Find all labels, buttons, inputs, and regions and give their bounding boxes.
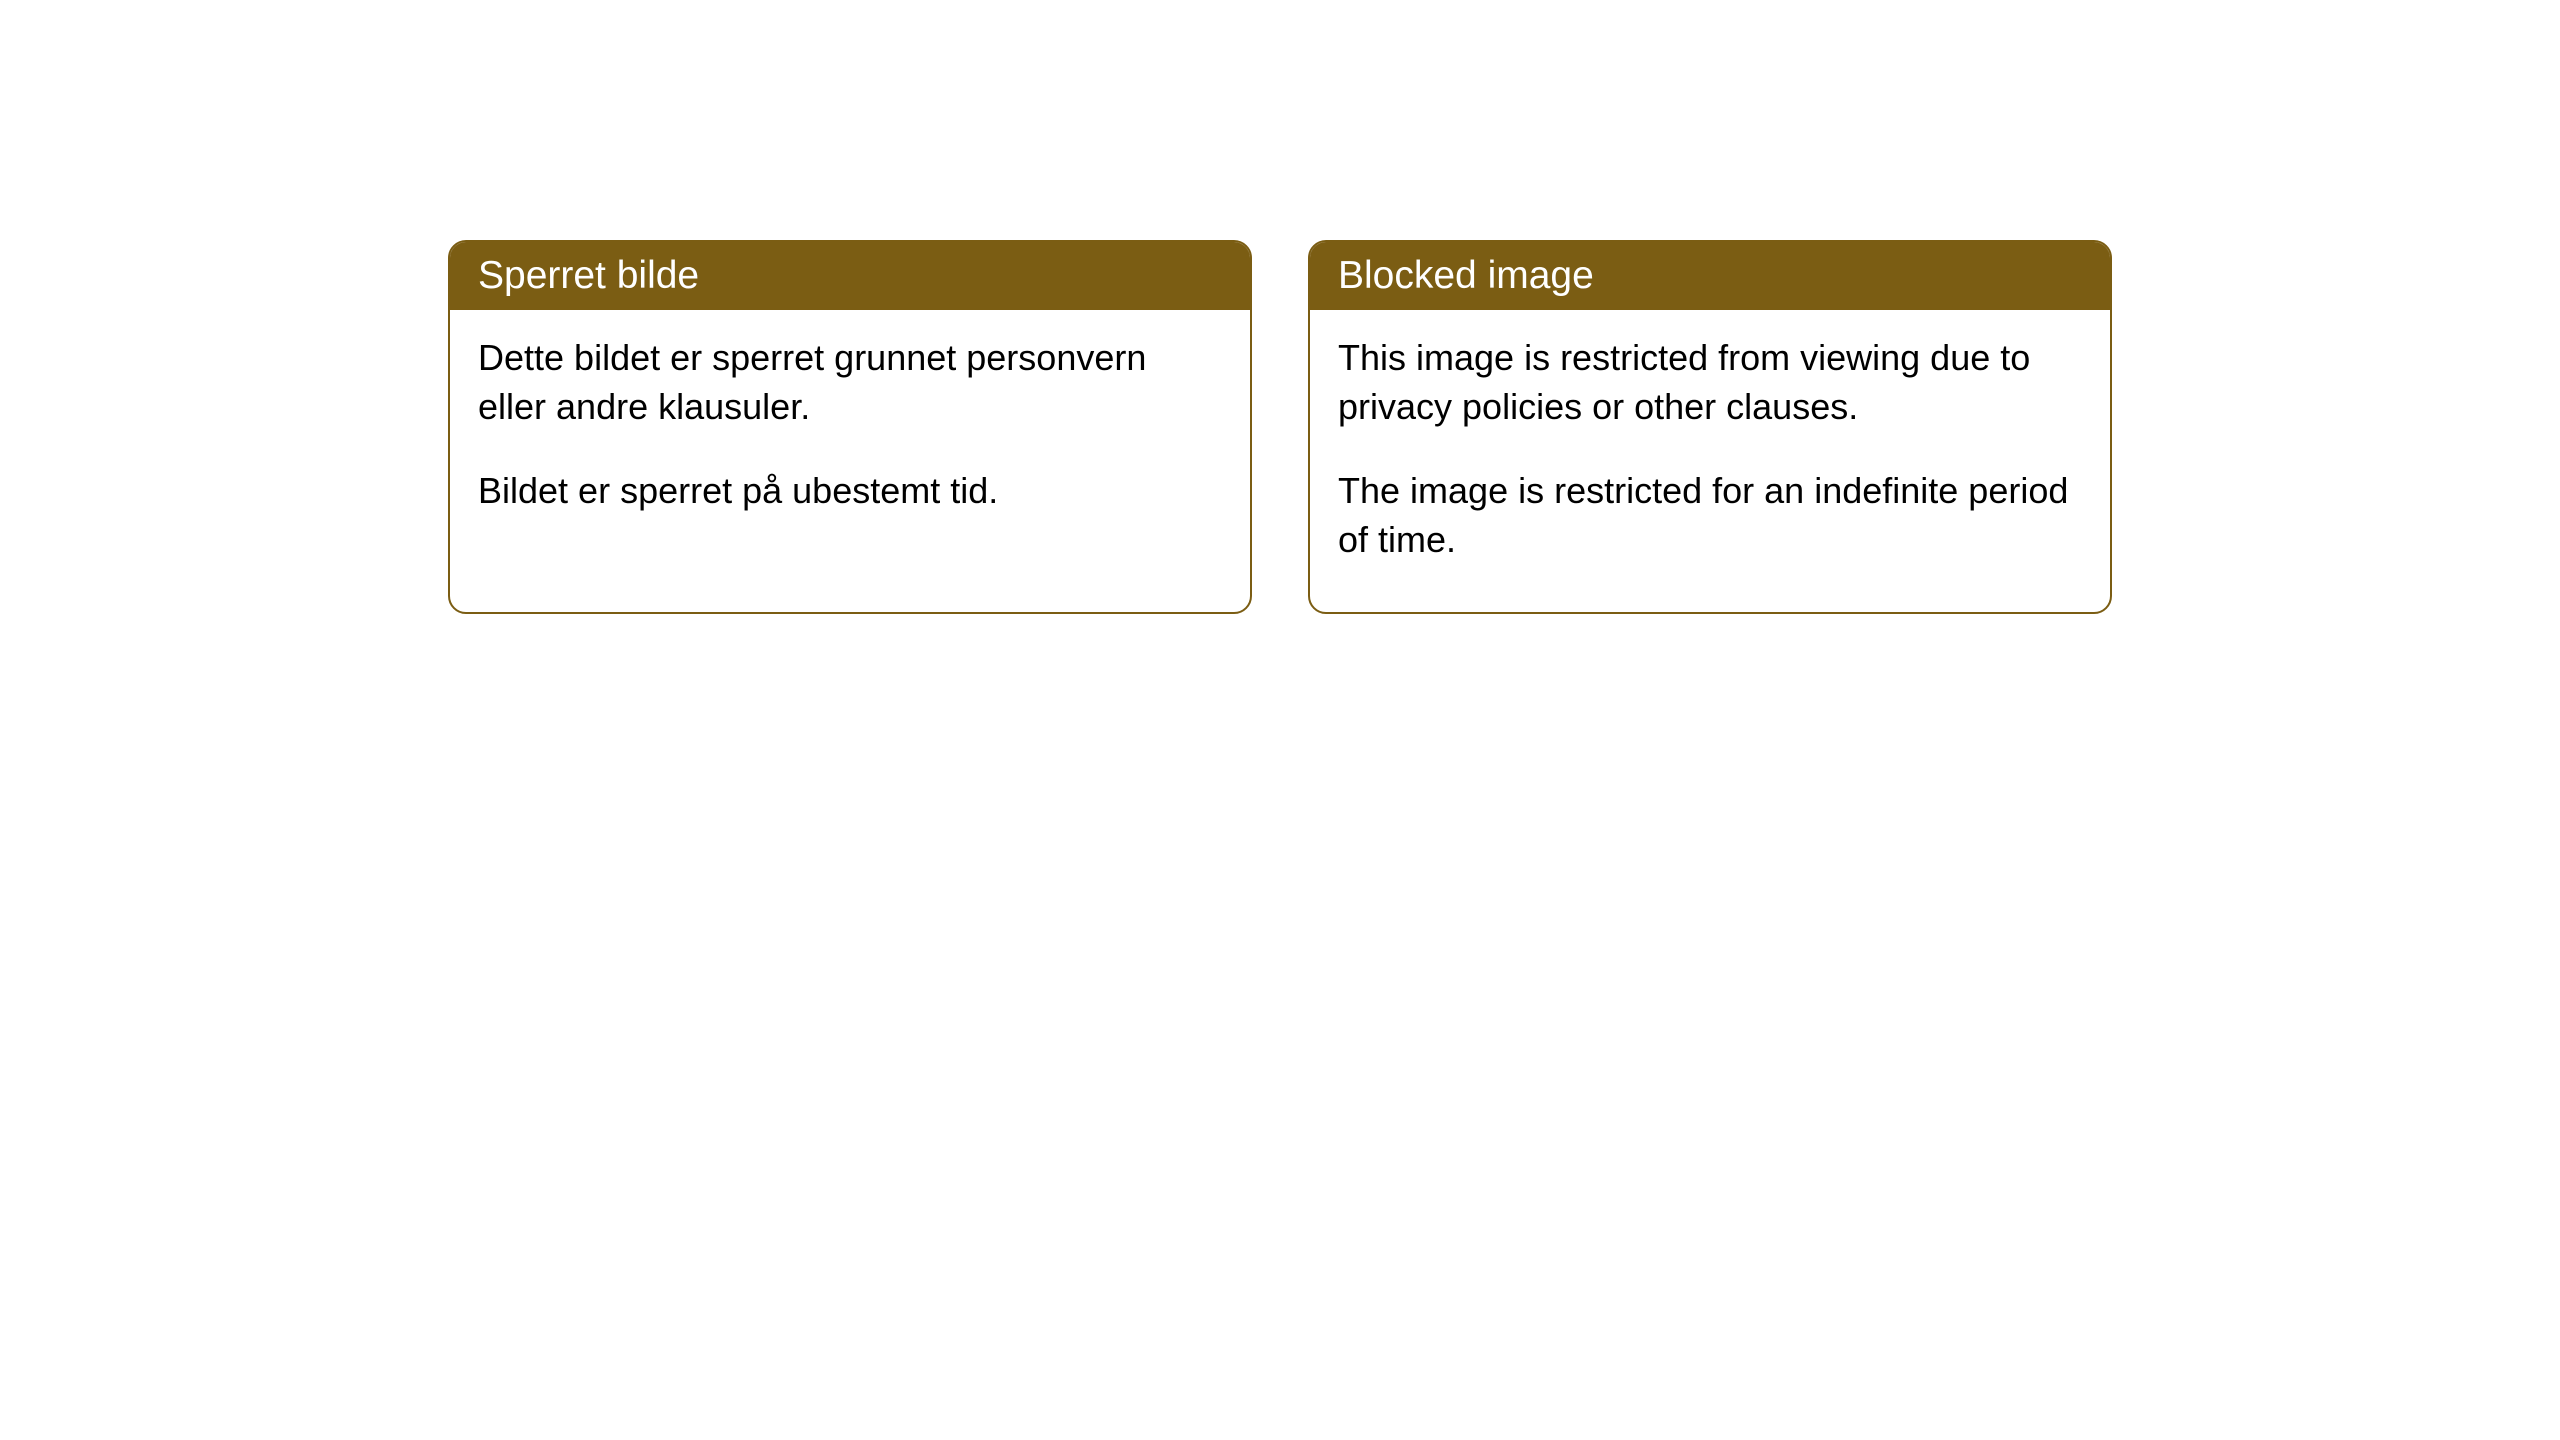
card-paragraph: Dette bildet er sperret grunnet personve…: [478, 334, 1222, 431]
card-paragraph: The image is restricted for an indefinit…: [1338, 467, 2082, 564]
card-header: Blocked image: [1310, 242, 2110, 310]
notice-card-english: Blocked image This image is restricted f…: [1308, 240, 2112, 614]
notice-card-norwegian: Sperret bilde Dette bildet er sperret gr…: [448, 240, 1252, 614]
card-paragraph: This image is restricted from viewing du…: [1338, 334, 2082, 431]
card-body: This image is restricted from viewing du…: [1310, 310, 2110, 612]
card-body: Dette bildet er sperret grunnet personve…: [450, 310, 1250, 564]
card-header: Sperret bilde: [450, 242, 1250, 310]
card-title: Blocked image: [1338, 254, 1594, 297]
card-title: Sperret bilde: [478, 254, 699, 297]
notice-container: Sperret bilde Dette bildet er sperret gr…: [0, 240, 2560, 614]
card-paragraph: Bildet er sperret på ubestemt tid.: [478, 467, 1222, 516]
